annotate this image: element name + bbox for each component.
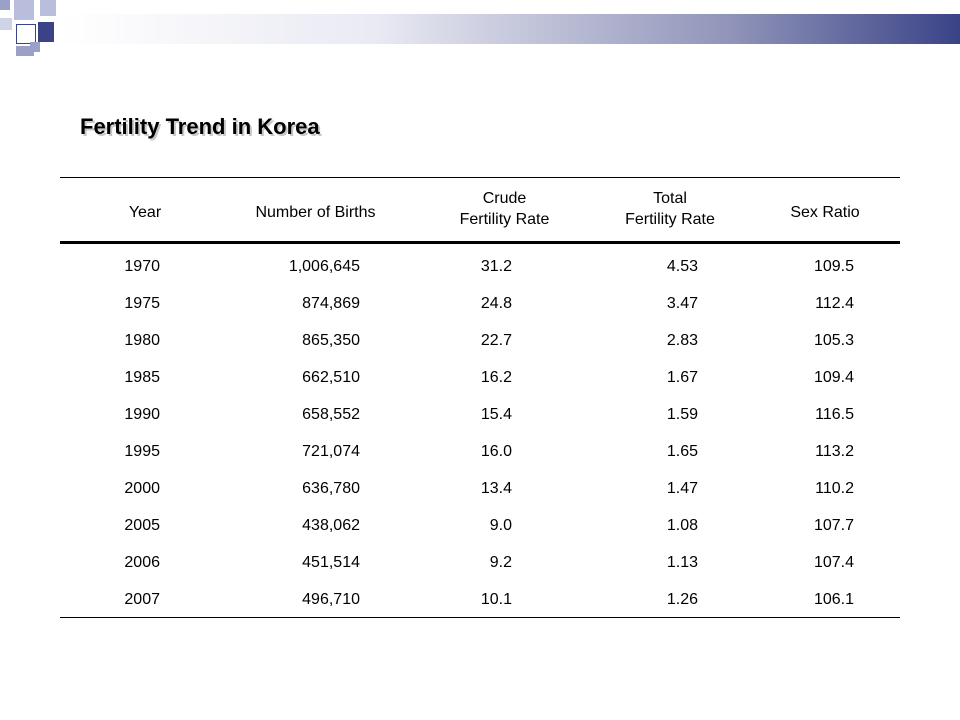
cell-births: 658,552 (302, 406, 360, 423)
cell-sex-ratio: 112.4 (815, 295, 854, 312)
cell-births: 451,514 (302, 554, 360, 571)
cell-total-fertility-rate: 3.47 (666, 295, 698, 312)
decorative-square (16, 46, 34, 56)
cell-total-fertility-rate: 1.26 (666, 591, 698, 608)
header-tfr-line1: Total (653, 190, 687, 207)
cell-births: 721,074 (302, 443, 360, 460)
cell-sex-ratio: 107.7 (813, 517, 854, 534)
cell-total-fertility-rate: 1.67 (666, 369, 698, 386)
cell-crude-fertility-rate: 9.0 (489, 517, 512, 534)
cell-births: 662,510 (302, 369, 360, 386)
cell-year: 1995 (124, 443, 160, 460)
page-title: Fertility Trend in Korea (80, 114, 320, 139)
cell-total-fertility-rate: 1.65 (666, 443, 698, 460)
decorative-square (30, 42, 40, 52)
decorative-square (0, 0, 10, 10)
cell-year: 1990 (124, 406, 160, 423)
cell-crude-fertility-rate: 22.7 (480, 332, 512, 349)
cell-births: 865,350 (302, 332, 360, 349)
cell-total-fertility-rate: 1.08 (666, 517, 698, 534)
cell-sex-ratio: 110.2 (815, 480, 854, 497)
cell-births: 438,062 (302, 517, 360, 534)
cell-year: 1985 (124, 369, 160, 386)
decorative-square (40, 0, 56, 16)
cell-total-fertility-rate: 4.53 (666, 258, 698, 275)
cell-sex-ratio: 109.5 (813, 258, 854, 275)
cell-sex-ratio: 106.1 (813, 591, 854, 608)
cell-year: 1970 (124, 258, 160, 275)
cell-crude-fertility-rate: 9.2 (489, 554, 512, 571)
cell-total-fertility-rate: 1.47 (666, 480, 698, 497)
cell-crude-fertility-rate: 15.4 (480, 406, 512, 423)
header-tfr-line2: Fertility Rate (625, 211, 715, 228)
cell-crude-fertility-rate: 10.1 (480, 591, 512, 608)
table-header-rule (60, 241, 900, 244)
cell-births: 496,710 (302, 591, 360, 608)
cell-crude-fertility-rate: 16.0 (480, 443, 512, 460)
cell-total-fertility-rate: 1.59 (666, 406, 698, 423)
header-crude-line2: Fertility Rate (459, 211, 550, 228)
decorative-square (14, 0, 34, 20)
decorative-square (0, 18, 12, 30)
cell-sex-ratio: 113.2 (815, 443, 854, 460)
cell-total-fertility-rate: 2.83 (666, 332, 698, 349)
cell-year: 1975 (124, 295, 160, 312)
cell-crude-fertility-rate: 16.2 (480, 369, 512, 386)
cell-sex-ratio: 116.5 (815, 406, 854, 423)
header-crude-fertility-rate: Crude Fertility Rate (437, 188, 572, 230)
cell-crude-fertility-rate: 13.4 (480, 480, 512, 497)
cell-year: 2007 (124, 591, 160, 608)
decorative-square (16, 24, 36, 44)
header-year: Year (128, 204, 162, 221)
header-births: Number of Births (255, 204, 376, 221)
cell-sex-ratio: 109.4 (813, 369, 854, 386)
cell-year: 2006 (124, 554, 160, 571)
header-sex-ratio: Sex Ratio (790, 204, 860, 221)
header-total-fertility-rate: Total Fertility Rate (600, 188, 740, 230)
header-gradient-bar (60, 14, 960, 44)
table-bottom-rule (60, 617, 900, 618)
cell-crude-fertility-rate: 24.8 (480, 295, 512, 312)
cell-crude-fertility-rate: 31.2 (480, 258, 512, 275)
cell-total-fertility-rate: 1.13 (666, 554, 698, 571)
cell-year: 2000 (124, 480, 160, 497)
decorative-square (38, 22, 54, 42)
cell-births: 636,780 (302, 480, 360, 497)
cell-sex-ratio: 105.3 (813, 332, 854, 349)
table-top-rule (60, 177, 900, 178)
header-crude-line1: Crude (482, 190, 527, 207)
cell-births: 874,869 (302, 295, 360, 312)
cell-year: 2005 (124, 517, 160, 534)
cell-sex-ratio: 107.4 (813, 554, 854, 571)
cell-year: 1980 (124, 332, 160, 349)
cell-births: 1,006,645 (288, 258, 360, 275)
